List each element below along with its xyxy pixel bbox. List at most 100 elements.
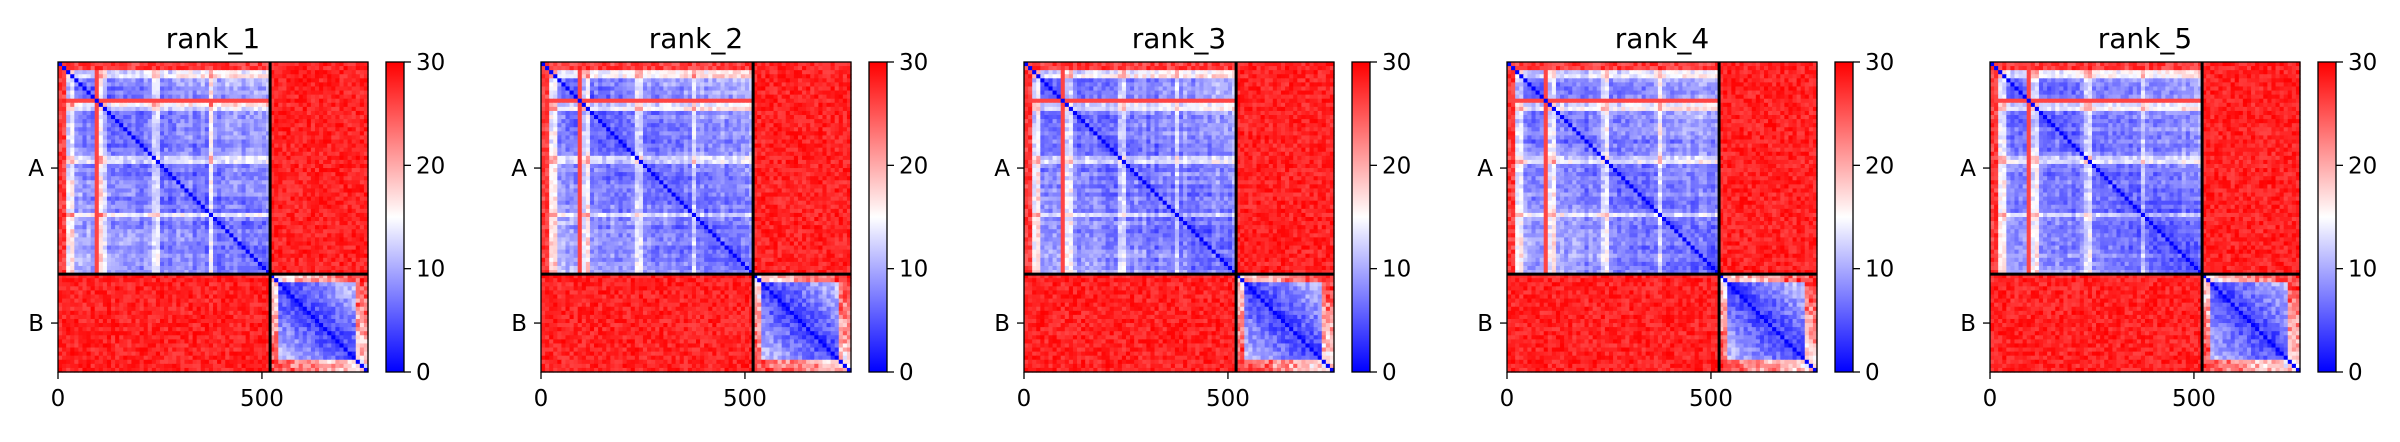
heatmap-cell: [249, 66, 255, 71]
heatmap-cell: [339, 135, 345, 141]
heatmap-cell: [319, 310, 324, 316]
heatmap-cell: [310, 261, 316, 267]
heatmap-cell: [274, 196, 279, 202]
heatmap-cell: [74, 208, 79, 214]
heatmap-cell: [347, 123, 353, 128]
heatmap-cell: [335, 168, 341, 173]
heatmap-cell: [155, 70, 161, 75]
heatmap-cell: [78, 184, 84, 190]
heatmap-cell: [245, 323, 251, 328]
heatmap-cell: [351, 200, 357, 206]
heatmap-cell: [302, 229, 308, 234]
heatmap-cell: [229, 155, 234, 161]
heatmap-cell: [278, 274, 283, 279]
heatmap-cell: [290, 237, 296, 243]
heatmap-cell: [94, 70, 100, 75]
heatmap-cell: [208, 151, 214, 157]
heatmap-cell: [58, 159, 63, 165]
heatmap-cell: [90, 233, 96, 238]
heatmap-cell: [94, 143, 100, 149]
heatmap-cell: [102, 274, 108, 279]
heatmap-cell: [147, 151, 153, 157]
heatmap-cell: [270, 282, 275, 287]
heatmap-cell: [331, 168, 336, 173]
heatmap-cell: [245, 221, 251, 226]
heatmap-cell: [164, 241, 169, 247]
heatmap-cell: [131, 323, 137, 328]
heatmap-cell: [155, 176, 161, 181]
heatmap-cells: [58, 62, 369, 373]
heatmap-cell: [70, 249, 75, 255]
heatmap-cell: [319, 302, 324, 308]
heatmap-cell: [172, 314, 177, 320]
heatmap-cell: [249, 196, 255, 202]
heatmap-cell: [66, 143, 71, 149]
heatmap-cell: [319, 257, 324, 263]
heatmap-cell: [335, 74, 341, 79]
heatmap-cell: [78, 274, 84, 279]
heatmap-cell: [196, 229, 202, 234]
heatmap-cell: [310, 94, 316, 100]
heatmap-cell: [319, 274, 324, 279]
heatmap-cell: [274, 127, 279, 132]
heatmap-cell: [151, 257, 157, 263]
heatmap-cell: [58, 62, 63, 67]
heatmap-cell: [164, 94, 169, 100]
heatmap-cell: [82, 233, 88, 238]
heatmap-cell: [90, 168, 96, 173]
heatmap-cell: [94, 290, 100, 296]
heatmap-cell: [159, 62, 165, 67]
heatmap-cell: [192, 188, 198, 194]
heatmap-cell: [62, 168, 67, 173]
heatmap-cell: [200, 241, 206, 247]
heatmap-cell: [351, 123, 357, 128]
heatmap-cell: [221, 241, 226, 247]
heatmap-cell: [359, 270, 365, 275]
heatmap-cell: [266, 180, 271, 185]
heatmap-cell: [131, 180, 137, 185]
heatmap-cell: [266, 212, 271, 218]
heatmap-cell: [270, 323, 275, 328]
heatmap-cell: [351, 310, 357, 316]
heatmap-cell: [62, 90, 67, 96]
heatmap-cell: [363, 168, 369, 173]
heatmap-cell: [62, 78, 67, 83]
heatmap-cell: [351, 168, 357, 173]
heatmap-cell: [98, 294, 104, 300]
heatmap-cell: [310, 196, 316, 202]
heatmap-cell: [347, 212, 353, 218]
heatmap-cell: [282, 176, 288, 181]
heatmap-cell: [245, 225, 251, 230]
heatmap-cell: [225, 310, 230, 316]
heatmap-cell: [343, 245, 349, 251]
heatmap-cell: [314, 192, 320, 198]
heatmap-cell: [331, 282, 336, 287]
heatmap-cell: [343, 86, 349, 92]
heatmap-cell: [343, 306, 349, 312]
heatmap-cell: [237, 147, 243, 153]
heatmap-cell: [164, 306, 169, 312]
heatmap-cell: [62, 127, 67, 132]
heatmap-cell: [278, 78, 283, 83]
heatmap-cell: [204, 119, 210, 124]
heatmap-cell: [245, 282, 251, 287]
heatmap-cell: [74, 318, 79, 324]
heatmap-cell: [200, 192, 206, 198]
heatmap-cell: [151, 204, 157, 210]
heatmap-cell: [106, 323, 112, 328]
heatmap-cell: [314, 123, 320, 128]
heatmap-cell: [82, 180, 88, 185]
heatmap-cell: [351, 229, 357, 234]
heatmap-cell: [180, 102, 186, 108]
heatmap-cell: [217, 306, 222, 312]
heatmap-cell: [225, 286, 230, 292]
heatmap-cell: [310, 82, 316, 88]
heatmap-cell: [253, 123, 259, 128]
heatmap-cell: [131, 123, 137, 128]
heatmap-cell: [98, 265, 104, 271]
heatmap-cell: [359, 147, 365, 153]
heatmap-cell: [159, 78, 165, 83]
heatmap-cell: [98, 282, 104, 287]
heatmap-cell: [253, 119, 259, 124]
heatmap-cell: [253, 62, 259, 67]
